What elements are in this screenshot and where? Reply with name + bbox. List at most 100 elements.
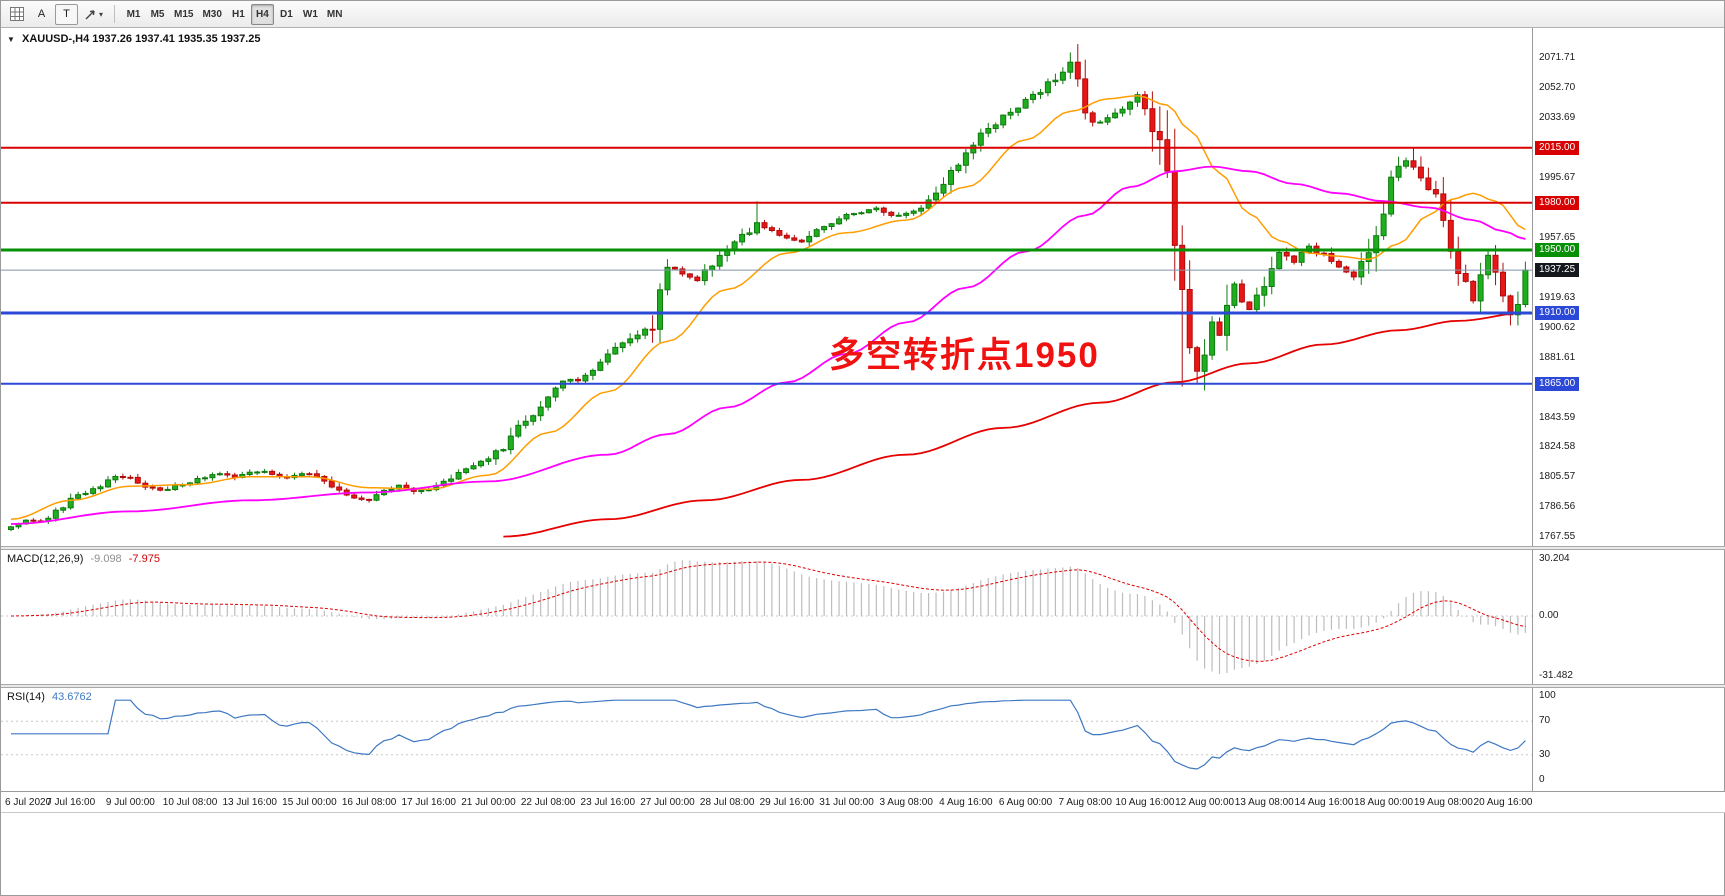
candles bbox=[8, 44, 1529, 532]
macd-panel[interactable]: MACD(12,26,9) -9.098 -7.975 bbox=[1, 550, 1533, 684]
price-axis-label: 1805.57 bbox=[1539, 471, 1576, 483]
price-axis-label: 1786.56 bbox=[1539, 501, 1576, 513]
level-price-tag: 2015.00 bbox=[1535, 140, 1580, 155]
macd-value: -9.098 bbox=[90, 553, 122, 565]
time-axis-label: 22 Jul 08:00 bbox=[520, 797, 576, 808]
timeframe-MN[interactable]: MN bbox=[326, 8, 343, 20]
price-axis-label: 1919.63 bbox=[1539, 291, 1576, 303]
candlestick-chart[interactable] bbox=[1, 28, 1533, 546]
macd-chart bbox=[1, 560, 1532, 674]
price-axis-label: 2052.70 bbox=[1539, 82, 1576, 94]
timeframe-M30[interactable]: M30 bbox=[202, 8, 222, 20]
macd-axis-label: 0.00 bbox=[1539, 610, 1559, 621]
ma-slow bbox=[503, 312, 1526, 538]
time-axis-label: 19 Aug 08:00 bbox=[1413, 797, 1473, 808]
toolbar: A T ▾ M1 M5 M15 M30 H1 H4 D1 W1 MN bbox=[1, 1, 1724, 28]
macd-axis-label: 30.204 bbox=[1539, 552, 1570, 564]
time-axis-label: 6 Jul 2020 bbox=[5, 797, 52, 808]
price-axis-label: 1957.65 bbox=[1539, 231, 1576, 243]
price-axis-label: 1824.58 bbox=[1539, 441, 1576, 453]
panel-divider[interactable] bbox=[1, 684, 1725, 688]
rsi-panel[interactable]: RSI(14) 43.6762 bbox=[1, 688, 1533, 791]
timeframe-H4[interactable]: H4 bbox=[250, 3, 274, 25]
toolbar-separator bbox=[114, 5, 116, 23]
chart-grid-icon[interactable] bbox=[5, 4, 28, 25]
time-axis-label: 9 Jul 00:00 bbox=[105, 797, 155, 808]
ma-fast bbox=[10, 94, 1526, 520]
rsi-title: RSI(14) bbox=[7, 691, 45, 703]
rsi-chart bbox=[1, 699, 1532, 770]
time-axis-label: 7 Jul 16:00 bbox=[46, 797, 96, 808]
time-axis-label: 29 Jul 16:00 bbox=[759, 797, 815, 808]
time-axis[interactable]: 6 Jul 2020 7 Jul 16:00 9 Jul 00:00 10 Jul 0… bbox=[1, 791, 1725, 813]
main-chart-panel[interactable]: ▼ XAUUSD-,H4 1937.26 1937.41 1935.35 193… bbox=[1, 28, 1533, 546]
time-axis-label: 18 Aug 00:00 bbox=[1354, 797, 1414, 808]
time-axis-label: 28 Jul 08:00 bbox=[699, 797, 755, 808]
level-price-tag: 1865.00 bbox=[1535, 376, 1580, 391]
level-price-tag: 1980.00 bbox=[1535, 195, 1580, 210]
time-axis-label: 13 Jul 16:00 bbox=[222, 797, 277, 808]
level-price-tag: 1910.00 bbox=[1535, 305, 1580, 320]
ohlc-close: 1937.25 bbox=[220, 33, 261, 45]
rsi-axis-label: 0 bbox=[1539, 774, 1545, 785]
ohlc-high: 1937.41 bbox=[135, 33, 175, 45]
time-axis-label: 7 Aug 08:00 bbox=[1058, 797, 1112, 808]
time-axis-label: 17 Jul 16:00 bbox=[401, 797, 457, 808]
time-axis-label: 12 Aug 00:00 bbox=[1175, 797, 1235, 808]
arrow-tool-button[interactable]: ▾ bbox=[80, 4, 107, 25]
rsi-axis-label: 30 bbox=[1539, 748, 1551, 760]
timeframe-D1[interactable]: D1 bbox=[280, 8, 293, 20]
ma-mid bbox=[10, 165, 1526, 525]
timeframe-M5[interactable]: M5 bbox=[150, 8, 165, 20]
rsi-axis-label: 70 bbox=[1539, 715, 1551, 727]
time-axis-label: 16 Jul 08:00 bbox=[341, 797, 397, 808]
time-axis-label: 10 Jul 08:00 bbox=[162, 797, 218, 808]
timeframe-group: M1 M5 M15 M30 H1 H4 D1 W1 MN bbox=[122, 3, 346, 25]
level-price-tag: 1950.00 bbox=[1535, 243, 1580, 257]
panel-divider[interactable] bbox=[1, 546, 1725, 550]
macd-signal-value: -7.975 bbox=[128, 553, 160, 565]
arrow-tool-icon bbox=[85, 9, 95, 19]
timeframe-W1[interactable]: W1 bbox=[302, 8, 318, 20]
timeframe-M1[interactable]: M1 bbox=[126, 8, 141, 20]
price-axis-label: 1995.67 bbox=[1539, 172, 1576, 184]
time-axis-label: 3 Aug 08:00 bbox=[879, 797, 933, 808]
time-axis-label: 14 Aug 16:00 bbox=[1294, 797, 1354, 808]
ohlc-open: 1937.26 bbox=[92, 33, 133, 45]
price-axis-label: 1767.55 bbox=[1539, 531, 1576, 543]
price-axis-label: 1843.59 bbox=[1539, 411, 1576, 423]
one-click-trading-toggle-icon[interactable]: ▼ bbox=[7, 35, 15, 44]
price-axis-label: 2071.71 bbox=[1539, 52, 1576, 64]
macd-histogram bbox=[17, 560, 1526, 674]
chevron-down-icon: ▾ bbox=[99, 9, 104, 19]
timeframe-H1[interactable]: H1 bbox=[232, 8, 245, 20]
text-tool-button[interactable]: T bbox=[55, 3, 78, 25]
macd-title: MACD(12,26,9) bbox=[7, 553, 84, 565]
price-axis-label: 1900.62 bbox=[1539, 321, 1576, 333]
time-axis-label: 31 Jul 00:00 bbox=[819, 797, 874, 808]
rsi-header: RSI(14) 43.6762 bbox=[7, 691, 92, 703]
chart-symbol-period: XAUUSD-,H4 bbox=[21, 33, 90, 45]
time-axis-label: 15 Jul 00:00 bbox=[282, 797, 337, 808]
time-axis-label: 6 Aug 00:00 bbox=[998, 797, 1053, 808]
macd-signal-line bbox=[10, 561, 1526, 662]
price-axis[interactable]: 2071.712052.702033.691995.671976.661957.… bbox=[1533, 1, 1725, 813]
chart-annotation-text[interactable]: 多空转折点1950 bbox=[829, 336, 1100, 375]
ohlc-low: 1935.35 bbox=[177, 33, 218, 45]
time-axis-label: 27 Jul 00:00 bbox=[640, 797, 695, 808]
time-axis-label: 20 Aug 16:00 bbox=[1473, 797, 1533, 808]
bid-price-tag: 1937.25 bbox=[1535, 263, 1580, 278]
chart-header: ▼ XAUUSD-,H4 1937.26 1937.41 1935.35 193… bbox=[7, 33, 261, 45]
time-axis-label: 23 Jul 16:00 bbox=[580, 797, 636, 808]
rsi-line bbox=[11, 699, 1526, 770]
time-axis-label: 4 Aug 16:00 bbox=[939, 797, 993, 808]
rsi-axis-label: 100 bbox=[1539, 690, 1556, 701]
time-axis-label: 10 Aug 16:00 bbox=[1115, 797, 1175, 808]
price-axis-label: 1881.61 bbox=[1539, 351, 1576, 363]
timeframe-M15[interactable]: M15 bbox=[174, 8, 194, 20]
text-annotation-button[interactable]: A bbox=[37, 8, 46, 20]
time-axis-label: 21 Jul 00:00 bbox=[461, 797, 516, 808]
macd-axis-label: -31.482 bbox=[1539, 669, 1573, 681]
price-axis-label: 2033.69 bbox=[1539, 112, 1576, 124]
